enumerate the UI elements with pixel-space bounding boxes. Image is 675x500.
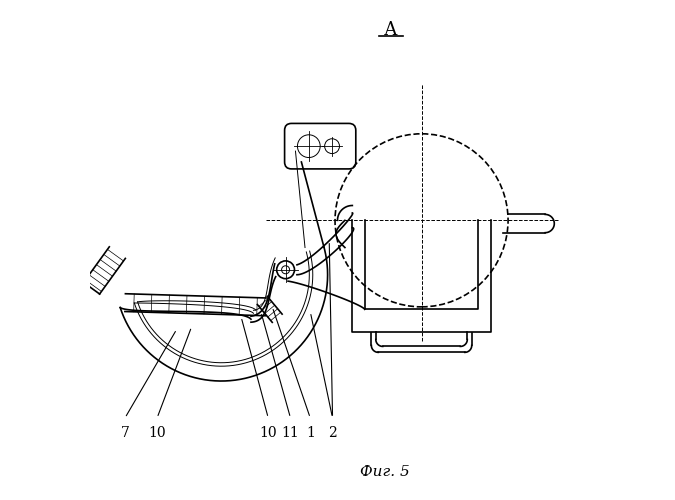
Text: 10: 10 [148,426,166,440]
Text: А: А [384,21,398,39]
Text: 1: 1 [306,426,315,440]
Text: 11: 11 [281,426,300,440]
Text: 7: 7 [120,426,130,440]
Text: Фиг. 5: Фиг. 5 [360,466,409,479]
Text: 2: 2 [328,426,337,440]
Text: 10: 10 [259,426,277,440]
